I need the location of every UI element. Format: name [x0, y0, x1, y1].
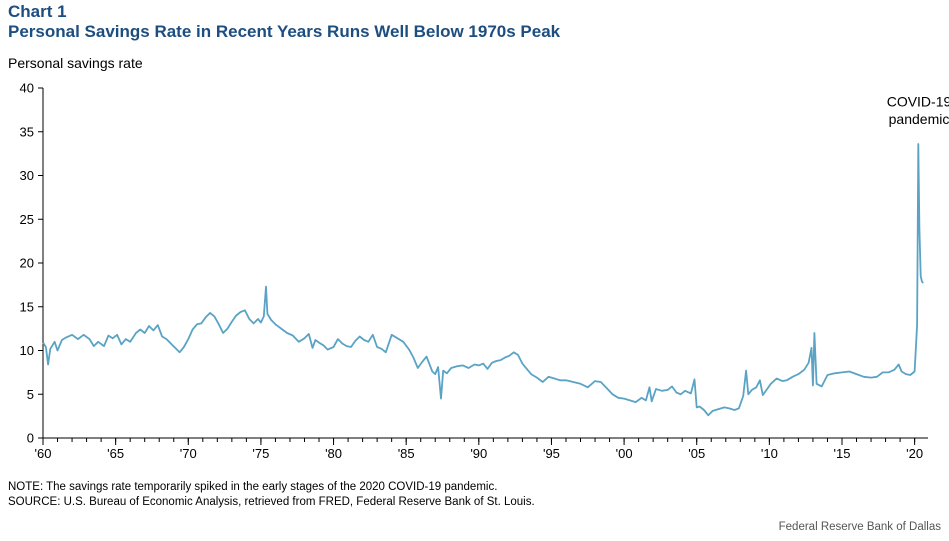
x-tick-label: '75: [252, 446, 269, 461]
x-tick-label: '05: [688, 446, 705, 461]
x-tick-label: '15: [834, 446, 851, 461]
x-tick-label: '70: [180, 446, 197, 461]
x-tick-label: '60: [35, 446, 52, 461]
x-tick-label: '90: [470, 446, 487, 461]
series-line: [42, 143, 924, 417]
y-tick-label: 15: [20, 299, 34, 314]
y-tick-label: 5: [27, 387, 34, 402]
axes: 0 5 10 15 20 25 30 35 40 '60 '65 '70 '75 '80 '85 '90 '95…: [20, 81, 928, 461]
x-tick-label: '80: [325, 446, 342, 461]
y-tick-label: 40: [20, 81, 34, 96]
x-tick-label: '65: [107, 446, 124, 461]
y-tick-label: 30: [20, 168, 34, 183]
x-tick-label: '95: [543, 446, 560, 461]
annotation-layer: COVID-19 pandemic: [887, 93, 949, 127]
note-text: NOTE: The savings rate temporarily spike…: [8, 481, 498, 493]
y-tick-label: 10: [20, 343, 34, 358]
x-tick-label: '10: [761, 446, 778, 461]
x-tick-label: '85: [398, 446, 415, 461]
y-tick-label: 25: [20, 212, 34, 227]
x-tick-label: '20: [906, 446, 923, 461]
source-text: SOURCE: U.S. Bureau of Economic Analysis…: [8, 496, 535, 508]
y-tick-label: 35: [20, 124, 34, 139]
annotation-text: pandemic: [889, 111, 949, 127]
chart-label: Chart 1: [8, 2, 67, 21]
credit-text: Federal Reserve Bank of Dallas: [778, 521, 941, 533]
y-axis-label: Personal savings rate: [8, 55, 143, 71]
x-tick-label: '00: [616, 446, 633, 461]
y-tick-label: 20: [20, 256, 34, 271]
y-tick-label: 0: [27, 431, 34, 446]
annotation-text: COVID-19: [887, 93, 949, 109]
chart-title: Personal Savings Rate in Recent Years Ru…: [8, 22, 561, 41]
series-layer: [42, 143, 924, 417]
